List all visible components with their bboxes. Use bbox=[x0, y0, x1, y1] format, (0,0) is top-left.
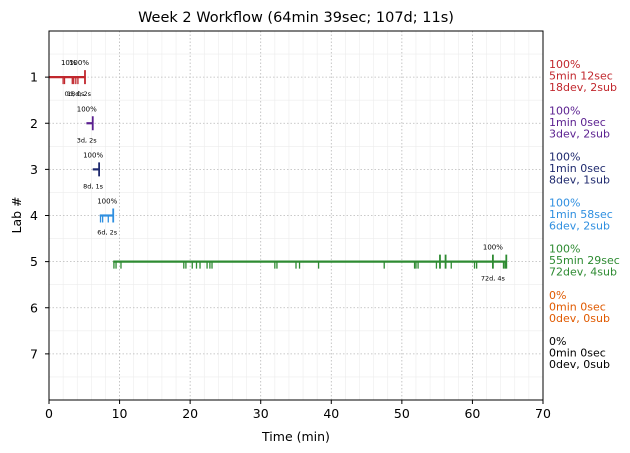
lab-summary-line: 1min 58sec bbox=[549, 208, 613, 221]
dev-sub-count-label: 3d, 2s bbox=[77, 136, 98, 144]
lab-summary-line: 6dev, 2sub bbox=[549, 220, 610, 233]
y-tick-label: 3 bbox=[30, 162, 38, 177]
x-tick-label: 30 bbox=[253, 406, 269, 421]
dev-sub-count-label: 0d, 0s bbox=[64, 90, 85, 98]
y-tick-label: 1 bbox=[30, 70, 38, 85]
x-tick-label: 0 bbox=[45, 406, 53, 421]
lab-summary-line: 0min 0sec bbox=[549, 300, 606, 313]
lab-summary-line: 55min 29sec bbox=[549, 254, 620, 267]
lab-summary-line: 0% bbox=[549, 335, 566, 348]
lab-summary-line: 0dev, 0sub bbox=[549, 358, 610, 371]
x-tick-label: 70 bbox=[535, 406, 551, 421]
lab-summary-line: 100% bbox=[549, 243, 580, 256]
completion-label: 100% bbox=[77, 105, 97, 113]
lab-summary-line: 72dev, 4sub bbox=[549, 266, 617, 279]
lab-summary-line: 0min 0sec bbox=[549, 346, 606, 359]
lab-summary-line: 100% bbox=[549, 150, 580, 163]
x-tick-label: 40 bbox=[323, 406, 339, 421]
y-tick-label: 5 bbox=[30, 254, 38, 269]
lab-summary-line: 100% bbox=[549, 197, 580, 210]
x-tick-label: 20 bbox=[182, 406, 198, 421]
lab-summary-line: 3dev, 2sub bbox=[549, 127, 610, 140]
x-tick-label: 60 bbox=[464, 406, 480, 421]
y-tick-label: 4 bbox=[30, 208, 38, 223]
y-tick-label: 2 bbox=[30, 116, 38, 131]
major-grid bbox=[48, 31, 544, 400]
lab-summary-line: 1min 0sec bbox=[549, 116, 606, 129]
dev-sub-count-label: 8d, 1s bbox=[83, 182, 104, 190]
lab-summary-line: 0dev, 0sub bbox=[549, 312, 610, 325]
x-axis-label: Time (min) bbox=[261, 429, 330, 444]
completion-label: 10% bbox=[61, 59, 77, 67]
x-axis-ticks: 0 10 20 30 40 50 60 70 bbox=[45, 400, 551, 421]
lab-summary-line: 18dev, 2sub bbox=[549, 81, 617, 94]
y-tick-label: 7 bbox=[30, 346, 38, 361]
completion-label: 100% bbox=[69, 59, 89, 67]
y-tick-label: 6 bbox=[30, 300, 38, 315]
lab-summary-line: 5min 12sec bbox=[549, 70, 613, 83]
y-axis-ticks: 1 2 3 4 5 6 7 bbox=[30, 70, 49, 361]
completion-label: 100% bbox=[483, 244, 503, 252]
dev-sub-count-label: 18d, 2s bbox=[67, 90, 92, 98]
lab-summary-line: 1min 0sec bbox=[549, 162, 606, 175]
lab-summary-line: 0% bbox=[549, 289, 566, 302]
x-tick-label: 50 bbox=[394, 406, 410, 421]
completion-label: 100% bbox=[83, 151, 103, 159]
x-tick-label: 10 bbox=[112, 406, 128, 421]
dev-sub-count-label: 72d, 4s bbox=[481, 275, 506, 283]
lab-summary-line: 8dev, 1sub bbox=[549, 173, 610, 186]
chart-title: Week 2 Workflow (64min 39sec; 107d; 11s) bbox=[138, 10, 454, 26]
completion-label: 100% bbox=[97, 198, 117, 206]
lab-summary-line: 100% bbox=[549, 58, 580, 71]
dev-sub-count-label: 6d, 2s bbox=[97, 229, 118, 237]
y-axis-label: Lab # bbox=[9, 196, 24, 233]
lab-marks: 100% 18d, 2s 10% 0d, 0s 100% 3d, 2s 100% 8d, 1s… bbox=[49, 59, 508, 283]
lab-summary-line: 100% bbox=[549, 104, 580, 117]
